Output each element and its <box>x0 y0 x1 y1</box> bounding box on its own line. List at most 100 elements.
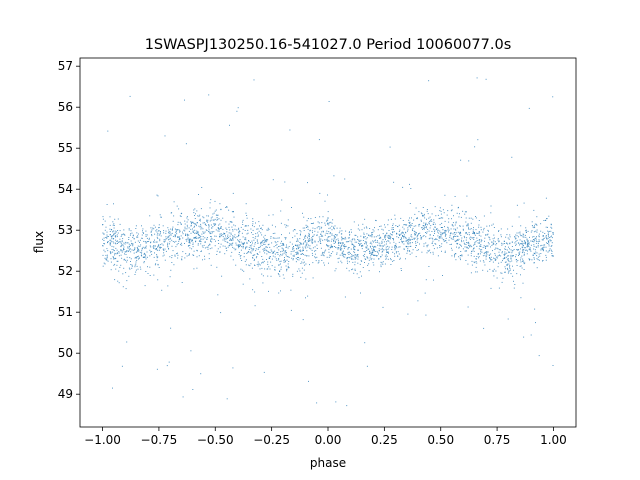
data-point <box>334 246 335 247</box>
data-point <box>192 246 194 248</box>
y-axis-label: flux <box>32 231 46 253</box>
data-point <box>159 238 161 240</box>
data-point <box>322 251 324 253</box>
data-point <box>400 268 402 269</box>
data-point <box>266 239 268 240</box>
data-point <box>182 233 184 235</box>
data-point <box>536 216 538 218</box>
data-point <box>547 226 548 228</box>
data-point <box>402 232 404 234</box>
data-point <box>472 249 474 251</box>
data-point <box>516 249 518 251</box>
data-point <box>385 248 387 250</box>
data-point <box>129 248 131 250</box>
data-point <box>504 248 506 250</box>
data-point <box>355 257 357 259</box>
data-point <box>419 223 421 225</box>
data-point <box>535 237 537 239</box>
data-point <box>504 246 506 248</box>
data-point <box>265 240 267 242</box>
data-point <box>515 234 517 236</box>
data-point <box>264 252 266 254</box>
data-point <box>314 250 315 252</box>
data-point <box>301 272 303 274</box>
data-point <box>540 230 542 232</box>
data-point <box>153 274 155 276</box>
data-point <box>257 265 259 267</box>
data-point <box>200 373 202 375</box>
data-point <box>252 229 254 231</box>
data-point <box>377 251 379 253</box>
data-point <box>356 273 358 275</box>
data-point <box>238 234 240 236</box>
data-point <box>336 235 338 237</box>
data-point <box>342 242 344 244</box>
data-point <box>293 250 295 252</box>
data-point <box>262 242 264 244</box>
data-point <box>196 250 198 252</box>
x-tick-label: 0.75 <box>484 433 511 447</box>
data-point <box>275 237 277 239</box>
data-point <box>538 239 540 241</box>
data-point <box>124 243 126 245</box>
data-point <box>502 277 504 279</box>
data-point <box>295 261 297 263</box>
data-point <box>518 254 520 255</box>
data-point <box>511 252 513 254</box>
data-point <box>324 239 326 241</box>
data-point <box>136 256 138 257</box>
data-point <box>462 225 464 227</box>
data-point <box>475 266 477 268</box>
data-point <box>156 234 158 236</box>
data-point <box>238 246 240 247</box>
data-point <box>385 257 387 259</box>
data-point <box>296 240 297 242</box>
data-point <box>219 251 221 253</box>
data-point <box>441 237 443 239</box>
data-point <box>329 227 331 229</box>
data-point <box>131 267 133 269</box>
data-point <box>509 248 510 250</box>
data-point <box>138 258 139 260</box>
data-point <box>146 234 148 236</box>
y-tick-label: 56 <box>58 100 73 114</box>
data-point <box>466 246 468 248</box>
data-point <box>198 234 200 236</box>
data-point <box>540 223 542 225</box>
data-point <box>333 175 335 177</box>
data-point <box>509 265 511 267</box>
data-point <box>210 236 212 238</box>
data-point <box>452 222 454 224</box>
data-point <box>283 261 285 263</box>
data-point <box>125 241 127 243</box>
data-point <box>232 259 234 261</box>
data-point <box>154 264 156 266</box>
data-point <box>227 234 229 236</box>
data-point <box>137 268 139 270</box>
data-point <box>181 282 183 283</box>
data-point <box>509 261 511 263</box>
x-tick-label: −0.25 <box>253 433 290 447</box>
data-point <box>409 250 411 252</box>
data-point <box>402 226 404 228</box>
data-point <box>229 243 231 245</box>
data-point <box>159 246 161 248</box>
data-point <box>171 245 173 247</box>
data-point <box>459 257 461 259</box>
data-point <box>218 218 220 220</box>
data-point <box>257 234 259 236</box>
data-point <box>510 273 512 275</box>
data-point <box>328 101 330 102</box>
data-point <box>345 241 347 243</box>
data-point <box>141 249 143 251</box>
data-point <box>314 217 316 218</box>
data-point <box>550 240 552 242</box>
data-point <box>278 259 280 261</box>
data-point <box>107 241 109 243</box>
data-point <box>372 262 374 264</box>
data-point <box>469 228 471 230</box>
data-point <box>174 235 176 237</box>
data-point <box>402 236 404 237</box>
data-point <box>516 235 518 237</box>
data-point <box>234 234 236 236</box>
